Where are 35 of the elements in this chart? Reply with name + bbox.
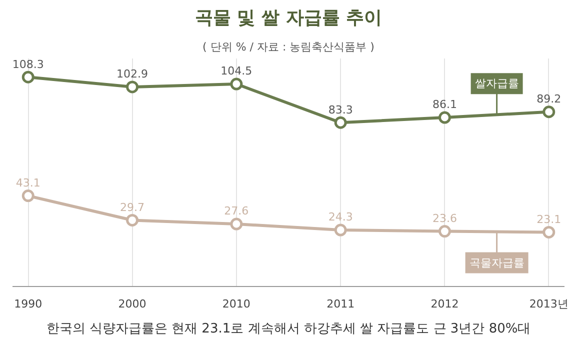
data-label: 102.9 [116, 68, 148, 81]
point [542, 226, 556, 238]
point [542, 106, 556, 118]
point [126, 80, 139, 94]
data-label: 24.3 [328, 210, 353, 224]
text: 곡물자급률 [469, 256, 524, 270]
point [438, 111, 451, 124]
data-label: 29.7 [120, 200, 145, 214]
data-label: 86.1 [432, 98, 457, 112]
point [438, 225, 451, 238]
point [22, 190, 34, 202]
x-tick-label: 2000 [118, 298, 146, 310]
x-tick-label: 2011 [326, 298, 355, 310]
data-label: 27.6 [224, 204, 249, 218]
point [22, 70, 34, 84]
point [230, 218, 243, 230]
data-label: 108.3 [12, 58, 44, 71]
text: 쌀자급률 [474, 77, 519, 90]
point [334, 116, 347, 129]
x-tick-label: 2012 [430, 298, 459, 310]
text: 한국의 식량자급률은 현재 23.1로 계속해서 하강추세 쌀 자급률도 근 3년간 80%대 [46, 322, 531, 336]
x-tick-label: 1990 [14, 298, 42, 310]
chart-title: 곡물 및 쌀 자급률 추이 [194, 8, 382, 28]
data-label: 43.1 [16, 176, 40, 190]
chart-subtitle: ( 단위 % / 자료 : 농림축산식품부 ) [202, 40, 374, 54]
data-label: 23.1 [536, 212, 562, 226]
point [126, 214, 139, 226]
point [334, 224, 347, 236]
data-label: 104.5 [220, 64, 252, 78]
point [230, 78, 243, 90]
data-label: 83.3 [328, 103, 353, 116]
data-label: 89.2 [536, 92, 562, 106]
x-tick-label: 2010 [222, 298, 250, 310]
data-label: 23.6 [432, 212, 457, 225]
x-tick-label: 2013년 [529, 298, 568, 310]
